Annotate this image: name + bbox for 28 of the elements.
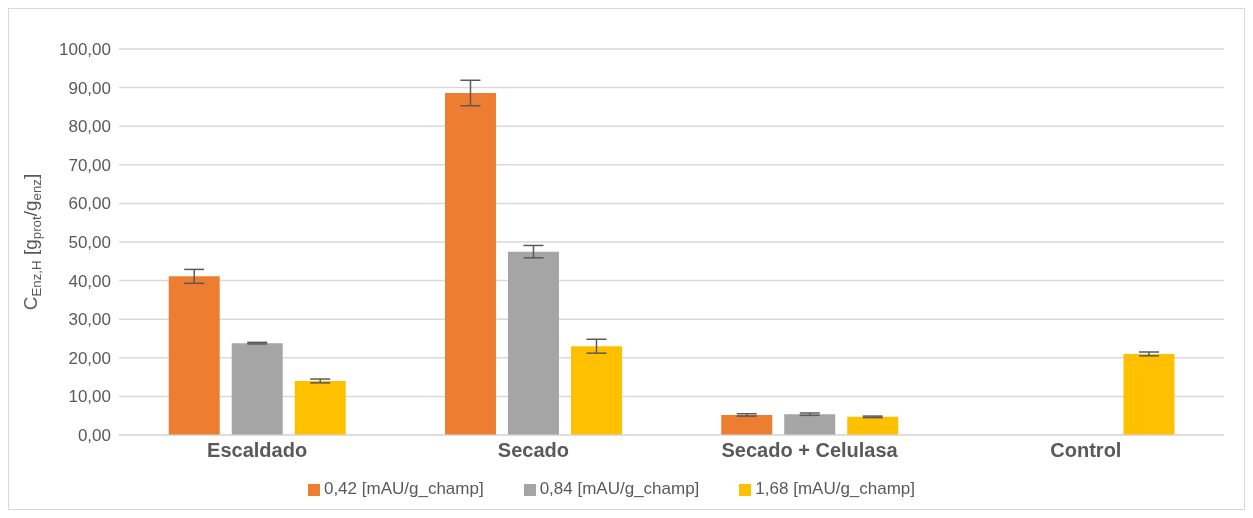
x-tick-label: Escaldado xyxy=(207,439,308,462)
legend-label: 0,42 [mAU/g_champ] xyxy=(323,479,484,498)
bar xyxy=(570,346,622,435)
y-tick-label: 0,00 xyxy=(77,426,111,446)
x-tick-label: Control xyxy=(1050,439,1122,462)
y-tick-label: 40,00 xyxy=(68,271,111,291)
y-tick-label: 30,00 xyxy=(68,310,111,330)
y-tick-label: 10,00 xyxy=(68,387,111,407)
bar xyxy=(444,93,496,435)
y-tick-label: 50,00 xyxy=(68,233,111,253)
y-tick-label: 60,00 xyxy=(68,194,111,214)
bar xyxy=(847,416,899,435)
y-tick-label: 70,00 xyxy=(68,155,111,175)
y-tick-label: 100,00 xyxy=(59,40,111,60)
bar xyxy=(721,414,773,435)
y-tick-label: 80,00 xyxy=(68,117,111,137)
legend-label: 0,84 [mAU/g_champ] xyxy=(539,479,700,498)
legend-label: 1,68 [mAU/g_champ] xyxy=(755,479,916,498)
x-tick-label: Secado xyxy=(497,439,569,462)
y-tick-label: 20,00 xyxy=(68,348,111,368)
bar xyxy=(168,276,220,435)
bar xyxy=(1123,353,1175,435)
bar xyxy=(231,343,283,435)
bar xyxy=(507,251,559,435)
x-tick-label: Secado + Celulasa xyxy=(721,439,899,462)
bar xyxy=(784,414,836,435)
bar xyxy=(294,380,346,435)
y-tick-label: 90,00 xyxy=(68,78,111,98)
